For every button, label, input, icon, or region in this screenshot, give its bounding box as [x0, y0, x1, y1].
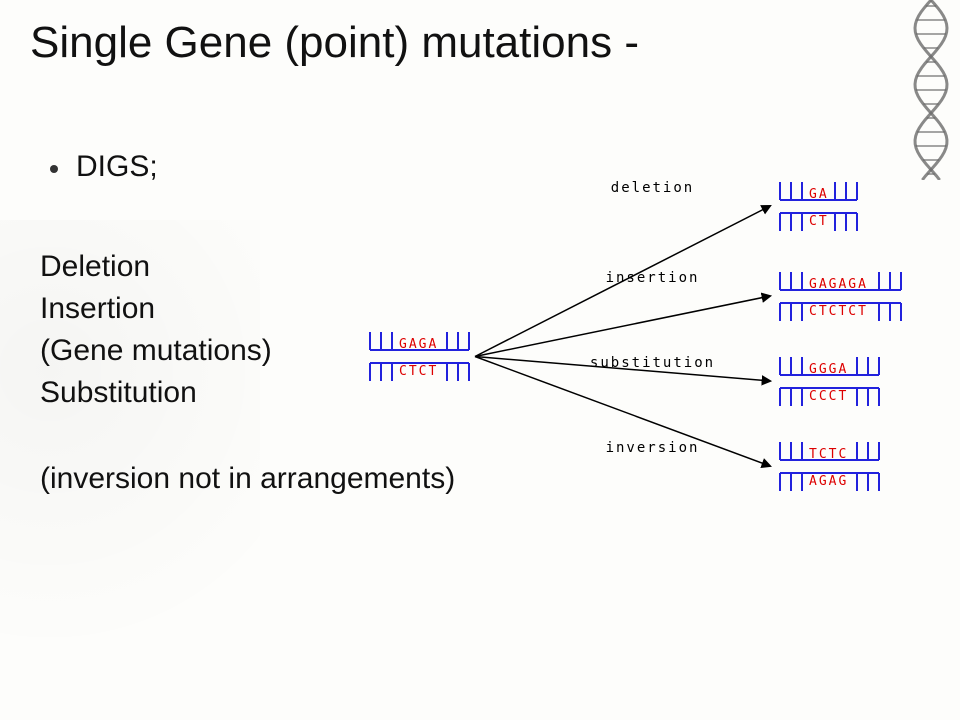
bullet-label: DIGS;: [76, 150, 158, 184]
svg-text:deletion: deletion: [611, 180, 694, 196]
svg-text:GAGA: GAGA: [399, 337, 438, 352]
text-gene-mutations: (Gene mutations): [40, 334, 272, 368]
svg-text:AGAG: AGAG: [809, 474, 848, 489]
svg-text:substitution: substitution: [590, 355, 715, 371]
svg-text:CCCT: CCCT: [809, 389, 848, 404]
text-deletion: Deletion: [40, 250, 150, 284]
page-title: Single Gene (point) mutations -: [30, 18, 639, 68]
svg-text:CT: CT: [809, 214, 829, 229]
svg-text:CTCT: CTCT: [399, 364, 438, 379]
svg-text:GGGA: GGGA: [809, 362, 848, 377]
text-substitution: Substitution: [40, 376, 197, 410]
svg-text:TCTC: TCTC: [809, 447, 848, 462]
bullet-digs: DIGS;: [50, 150, 158, 184]
mutation-diagram: GAGA CTCT GA CT deletion GAGAGA CTCTCT insertio…: [350, 160, 940, 520]
svg-text:GA: GA: [809, 187, 829, 202]
bullet-dot: [50, 165, 58, 173]
text-insertion: Insertion: [40, 292, 155, 326]
svg-text:insertion: insertion: [606, 270, 700, 286]
svg-text:GAGAGA: GAGAGA: [809, 277, 868, 292]
svg-text:CTCTCT: CTCTCT: [809, 304, 868, 319]
svg-text:inversion: inversion: [606, 440, 700, 456]
dna-helix-icon: [906, 0, 956, 180]
